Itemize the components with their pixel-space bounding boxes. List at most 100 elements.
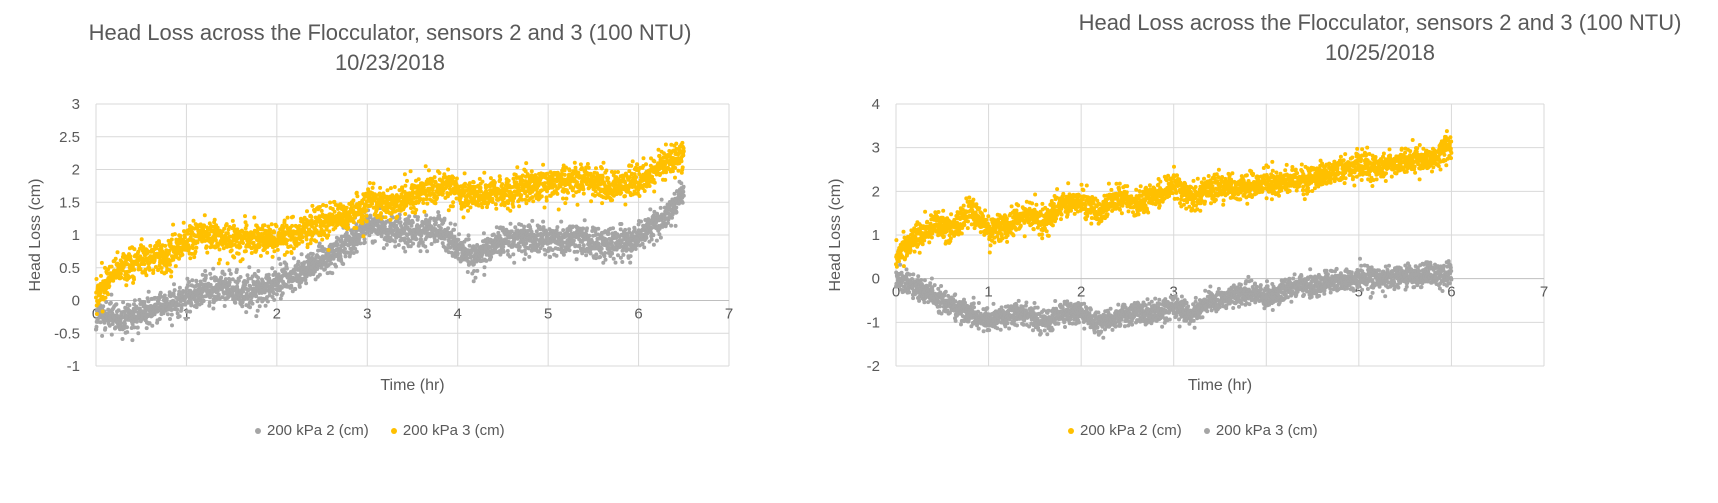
data-point — [494, 225, 499, 230]
y-tick-label: -0.5 — [54, 325, 80, 342]
data-point — [564, 165, 568, 170]
data-point — [276, 272, 281, 277]
data-point — [278, 262, 283, 267]
data-point — [299, 252, 304, 257]
data-point — [472, 269, 477, 273]
data-point — [195, 240, 200, 245]
data-point — [122, 321, 127, 326]
data-point — [489, 245, 494, 249]
data-point — [94, 312, 99, 316]
data-point — [405, 178, 409, 183]
data-point — [442, 216, 447, 221]
data-point — [284, 223, 289, 228]
data-point — [144, 326, 149, 331]
data-point — [314, 239, 319, 244]
data-point — [128, 254, 133, 259]
data-point — [456, 237, 461, 242]
data-point — [571, 224, 575, 229]
data-point — [616, 253, 620, 258]
data-point — [250, 301, 255, 306]
data-point — [421, 201, 426, 205]
data-point — [285, 238, 290, 243]
data-point — [101, 304, 106, 309]
data-point — [590, 229, 595, 233]
data-point — [130, 338, 135, 343]
data-point — [578, 162, 583, 167]
y-tick-label: 0.5 — [59, 260, 80, 277]
data-point — [108, 300, 113, 305]
data-point — [278, 296, 283, 301]
data-point — [606, 232, 611, 236]
data-point — [497, 174, 502, 179]
data-point — [109, 292, 114, 297]
data-point — [151, 268, 156, 273]
data-point — [601, 160, 606, 165]
data-point — [584, 182, 589, 186]
data-point — [168, 262, 172, 267]
data-point — [351, 220, 356, 225]
data-point — [171, 222, 176, 227]
data-point — [521, 238, 526, 243]
data-point — [674, 210, 679, 215]
y-tick-label: 1 — [72, 227, 80, 244]
data-point — [241, 289, 246, 294]
data-point — [237, 297, 242, 302]
data-point — [121, 300, 126, 305]
data-point — [146, 299, 151, 304]
data-point — [168, 241, 173, 246]
data-point — [413, 210, 418, 215]
data-point — [159, 266, 164, 270]
data-point — [212, 294, 217, 299]
data-point — [314, 223, 319, 228]
data-point — [465, 256, 470, 261]
data-point — [611, 256, 616, 261]
data-point — [103, 265, 107, 270]
data-point — [517, 244, 522, 249]
data-point — [396, 243, 401, 247]
data-point — [633, 247, 638, 251]
data-point — [355, 194, 360, 199]
data-point — [420, 240, 425, 245]
data-point — [304, 281, 309, 286]
data-point — [649, 225, 654, 230]
data-point — [440, 191, 445, 196]
data-point — [208, 271, 213, 276]
data-point — [416, 215, 420, 220]
data-point — [238, 244, 243, 249]
data-point — [332, 199, 337, 204]
data-point — [424, 213, 429, 218]
data-point — [490, 200, 495, 204]
data-point — [593, 229, 598, 234]
data-point — [574, 257, 579, 262]
data-point — [202, 213, 207, 218]
data-point — [387, 231, 392, 235]
data-point — [431, 183, 436, 188]
y-tick-label: 2 — [72, 162, 80, 179]
data-point — [309, 214, 314, 219]
data-point — [291, 256, 296, 261]
data-point — [285, 215, 290, 220]
data-point — [403, 212, 408, 216]
data-point — [274, 224, 279, 229]
data-point — [320, 237, 325, 242]
data-point — [219, 275, 224, 280]
data-point — [679, 181, 684, 186]
data-point — [527, 254, 532, 259]
data-point — [147, 267, 152, 272]
data-point — [270, 286, 275, 291]
data-point — [471, 279, 476, 284]
data-point — [246, 287, 251, 292]
data-point — [658, 205, 663, 210]
data-point — [558, 231, 563, 236]
data-point — [523, 197, 528, 202]
data-point — [225, 261, 230, 266]
data-point — [255, 308, 260, 313]
data-point — [619, 190, 624, 195]
data-point — [422, 209, 427, 214]
data-point — [364, 208, 369, 213]
data-point — [411, 241, 416, 246]
data-point — [542, 181, 547, 186]
data-point — [594, 256, 598, 261]
data-point — [321, 203, 326, 207]
data-point — [171, 257, 176, 262]
